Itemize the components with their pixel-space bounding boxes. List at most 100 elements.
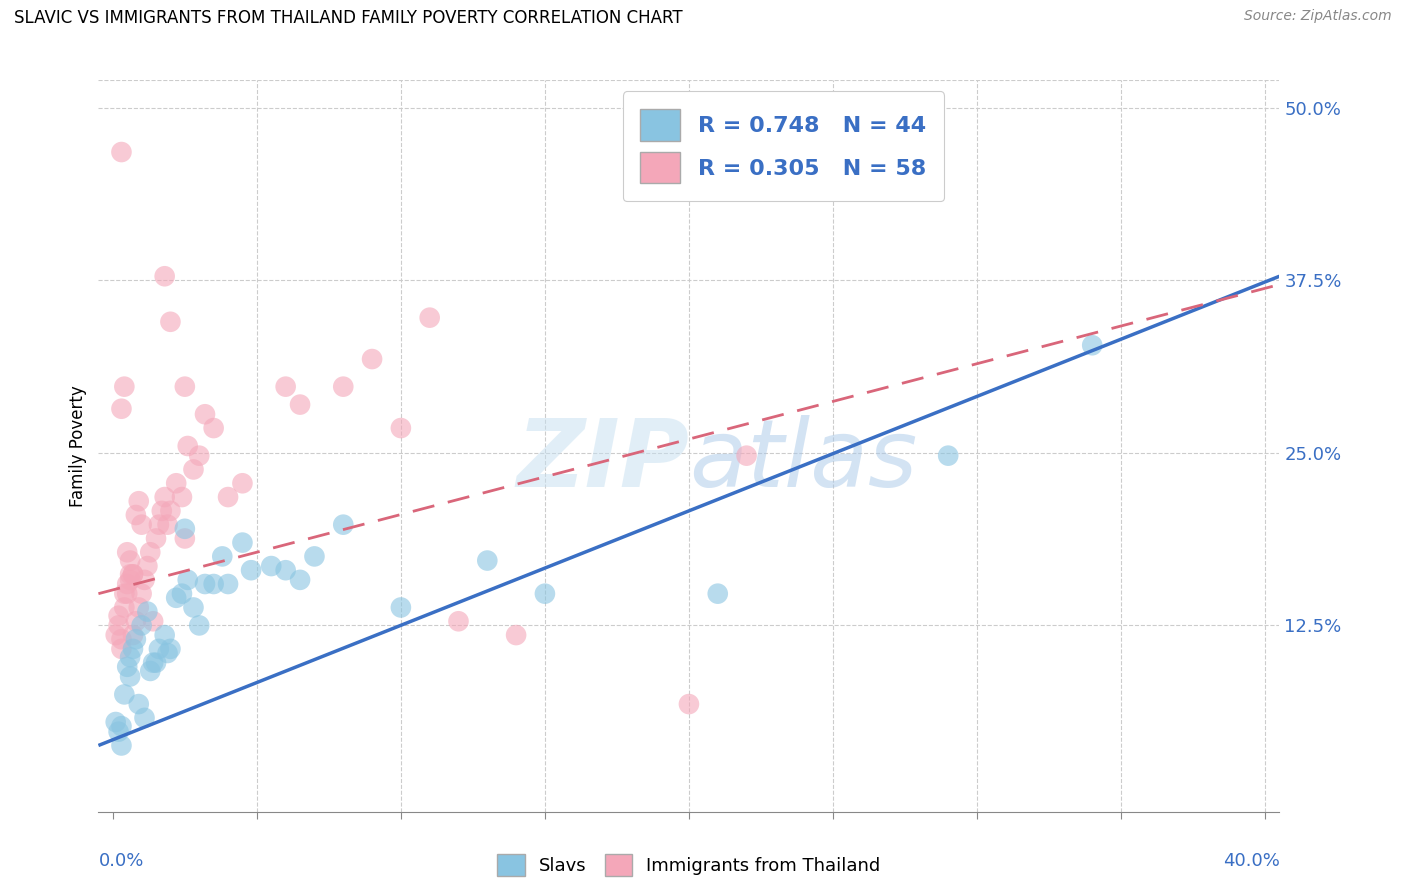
Point <box>115 587 138 601</box>
Point <box>104 628 127 642</box>
Point <box>110 632 132 647</box>
Point <box>170 490 193 504</box>
Point <box>288 573 311 587</box>
Point <box>477 553 499 567</box>
Point <box>153 269 176 284</box>
Point <box>139 545 162 559</box>
Point <box>110 401 132 416</box>
Point <box>419 310 441 325</box>
Text: 40.0%: 40.0% <box>1223 852 1279 870</box>
Point <box>115 545 138 559</box>
Point <box>735 449 758 463</box>
Point <box>231 535 253 549</box>
Point <box>159 315 181 329</box>
Point <box>1081 338 1104 352</box>
Point <box>173 522 195 536</box>
Point <box>112 379 135 393</box>
Point <box>139 664 162 678</box>
Point <box>112 587 135 601</box>
Point <box>128 697 150 711</box>
Point <box>159 641 181 656</box>
Point <box>142 614 165 628</box>
Point <box>217 577 239 591</box>
Point <box>361 352 384 367</box>
Text: ZIP: ZIP <box>516 415 689 507</box>
Point <box>115 577 138 591</box>
Point <box>211 549 233 564</box>
Point <box>194 407 217 421</box>
Point <box>505 628 527 642</box>
Point <box>122 567 145 582</box>
Point <box>110 739 132 753</box>
Point <box>173 532 195 546</box>
Point <box>304 549 326 564</box>
Point <box>120 669 142 683</box>
Point <box>173 379 195 393</box>
Point <box>128 494 150 508</box>
Text: Source: ZipAtlas.com: Source: ZipAtlas.com <box>1244 9 1392 23</box>
Point <box>136 559 159 574</box>
Point <box>122 567 145 582</box>
Point <box>177 439 200 453</box>
Point <box>183 462 205 476</box>
Point <box>112 687 135 701</box>
Point <box>131 517 153 532</box>
Point <box>188 449 211 463</box>
Point <box>112 600 135 615</box>
Point <box>107 608 129 623</box>
Point <box>389 421 412 435</box>
Point <box>134 573 156 587</box>
Point <box>122 628 145 642</box>
Point <box>107 618 129 632</box>
Point <box>150 504 173 518</box>
Point <box>110 719 132 733</box>
Point <box>165 591 187 605</box>
Point <box>125 632 148 647</box>
Point <box>447 614 470 628</box>
Point <box>177 573 200 587</box>
Point <box>170 587 193 601</box>
Point <box>125 508 148 522</box>
Point <box>159 504 181 518</box>
Point <box>706 587 728 601</box>
Point <box>131 587 153 601</box>
Point <box>136 605 159 619</box>
Point <box>120 573 142 587</box>
Point <box>274 563 297 577</box>
Point <box>107 724 129 739</box>
Point <box>156 517 179 532</box>
Point <box>332 517 354 532</box>
Point <box>120 567 142 582</box>
Point <box>936 449 959 463</box>
Point <box>534 587 557 601</box>
Point <box>153 628 176 642</box>
Point <box>217 490 239 504</box>
Y-axis label: Family Poverty: Family Poverty <box>69 385 87 507</box>
Point <box>194 577 217 591</box>
Point <box>110 145 132 159</box>
Point <box>156 646 179 660</box>
Point <box>104 714 127 729</box>
Point <box>134 711 156 725</box>
Point <box>122 641 145 656</box>
Point <box>128 600 150 615</box>
Legend: Slavs, Immigrants from Thailand: Slavs, Immigrants from Thailand <box>491 847 887 883</box>
Point <box>131 618 153 632</box>
Point <box>183 600 205 615</box>
Point <box>288 398 311 412</box>
Point <box>274 379 297 393</box>
Point <box>231 476 253 491</box>
Point <box>332 379 354 393</box>
Point <box>145 532 167 546</box>
Point <box>142 656 165 670</box>
Point <box>202 577 225 591</box>
Text: atlas: atlas <box>689 415 917 506</box>
Point <box>260 559 283 574</box>
Point <box>115 660 138 674</box>
Text: 0.0%: 0.0% <box>98 852 143 870</box>
Point <box>165 476 187 491</box>
Point <box>389 600 412 615</box>
Point <box>110 641 132 656</box>
Point <box>240 563 263 577</box>
Point <box>148 641 170 656</box>
